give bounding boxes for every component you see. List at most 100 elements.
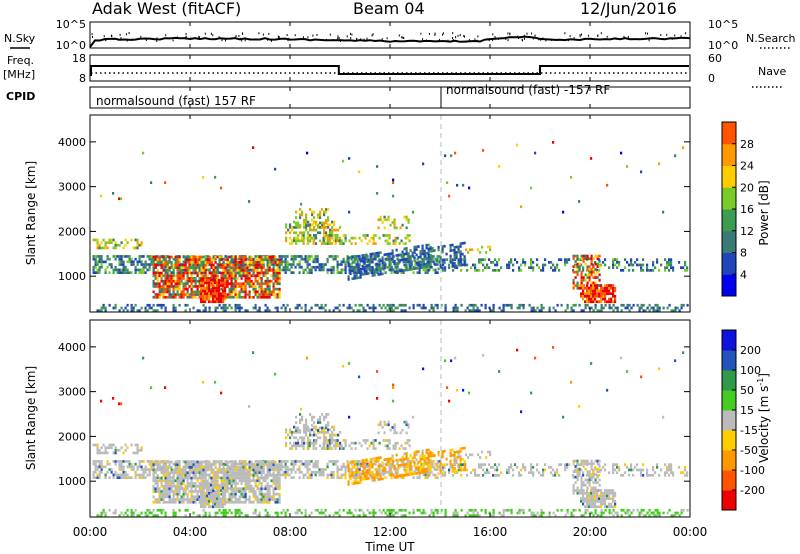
power-cell [373, 268, 376, 272]
power-cell [264, 290, 267, 294]
velocity-cell [140, 448, 143, 452]
velocity-cell [218, 460, 221, 464]
power-cell [291, 226, 294, 229]
power-cell [540, 269, 543, 272]
velocity-cell [166, 466, 169, 469]
velocity-cell [284, 468, 287, 471]
velocity-cell [232, 482, 235, 485]
velocity-cell [180, 495, 183, 499]
power-cell [389, 252, 392, 256]
power-cell [218, 292, 221, 295]
velocity-cell [276, 487, 279, 491]
power-cell [188, 269, 191, 272]
velocity-cell [164, 476, 167, 480]
power-cell [592, 281, 595, 285]
power-cell [184, 287, 187, 291]
power-cell [502, 309, 505, 312]
power-cell [630, 261, 633, 264]
velocity-cell [188, 466, 191, 469]
velocity-cell [162, 471, 165, 474]
power-cell [418, 303, 421, 307]
velocity-cell [416, 476, 419, 479]
power-cell [604, 303, 607, 307]
power-cell [604, 286, 607, 290]
frequency-trace [90, 65, 689, 76]
power-cell [460, 269, 463, 272]
velocity-cell [172, 479, 175, 483]
power-cell [398, 303, 401, 307]
velocity-cell [244, 476, 247, 480]
power-cell [307, 231, 310, 235]
noise-spike [523, 37, 525, 40]
power-cell [407, 254, 410, 258]
power-cell [604, 300, 607, 304]
power-cell [256, 269, 259, 272]
velocity-cell [176, 484, 179, 488]
power-cell [154, 309, 157, 312]
velocity-cell [310, 460, 313, 463]
power-cell [230, 263, 233, 267]
velocity-cell [480, 466, 483, 469]
power-cell [582, 269, 585, 272]
power-cell [210, 292, 213, 295]
power-cell [463, 260, 466, 264]
power-cell [588, 265, 591, 269]
power-cell [417, 261, 420, 264]
power-cell [234, 263, 237, 267]
velocity-cell [244, 492, 247, 496]
velocity-cell [256, 500, 259, 504]
power-cell [401, 223, 404, 227]
power-cell [403, 268, 406, 272]
velocity-cell [378, 462, 381, 466]
power-cell [390, 303, 393, 307]
power-cell [381, 272, 384, 276]
noise-spike [492, 39, 494, 41]
power-cell [590, 300, 593, 304]
velocity-cell [264, 500, 267, 504]
power-cell [254, 303, 257, 307]
power-cell [250, 282, 253, 286]
velocity-cell [194, 484, 197, 488]
velocity-cell [222, 474, 225, 477]
velocity-cell [232, 495, 235, 499]
velocity-cell [180, 498, 183, 501]
velocity-cell [272, 463, 275, 466]
velocity-cell [456, 471, 459, 474]
power-cell [100, 255, 103, 258]
velocity-cell [264, 479, 267, 483]
velocity-cell [132, 465, 135, 469]
power-cell [254, 279, 257, 283]
power-cell [254, 285, 257, 288]
velocity-cell [266, 470, 269, 474]
velocity-cell [234, 474, 237, 477]
velocity-cell [684, 468, 687, 472]
power-cell [377, 267, 380, 271]
velocity-cell [148, 470, 151, 474]
power-cell [518, 303, 521, 307]
power-cell [204, 306, 207, 310]
power-cell [385, 258, 388, 262]
power-cell [600, 263, 603, 267]
power-cell [240, 306, 243, 310]
power-cell [268, 293, 271, 296]
power-cell [594, 273, 597, 277]
power-cell [416, 271, 419, 274]
velocity-cell [278, 476, 281, 480]
velocity-cell [228, 500, 231, 504]
power-cell [190, 293, 193, 296]
velocity-cell [270, 495, 273, 499]
power-cell [284, 265, 287, 269]
power-cell [289, 223, 292, 227]
velocity-cell [184, 460, 187, 464]
power-cell [202, 284, 205, 287]
power-cell [317, 224, 320, 227]
velocity-cell [178, 498, 181, 501]
power-cell [126, 309, 129, 312]
power-cell [303, 226, 306, 229]
power-cell [301, 239, 304, 243]
power-cell [432, 306, 435, 310]
velocity-cell [114, 462, 117, 466]
power-cell [200, 278, 203, 282]
power-cell [194, 279, 197, 283]
power-cell [94, 263, 97, 266]
